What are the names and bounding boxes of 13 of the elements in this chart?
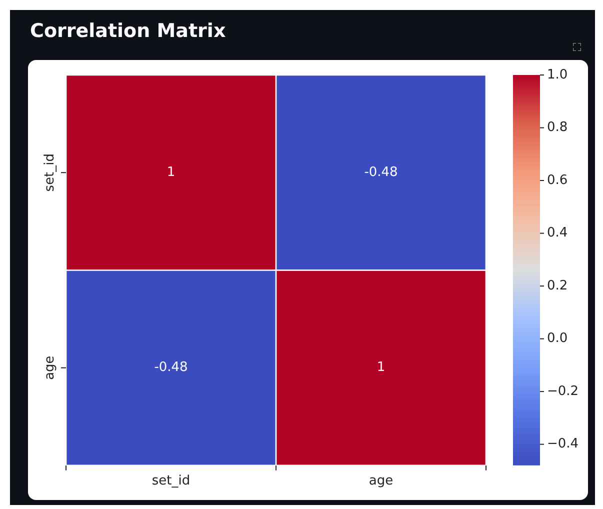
color-bar-label: 0.2 <box>547 278 568 294</box>
color-bar-label: 0.4 <box>547 226 568 241</box>
color-bar-label: −0.4 <box>547 436 579 452</box>
data-label: -0.48 <box>364 164 398 180</box>
color-bar-label: 1.0 <box>547 67 568 82</box>
color-bar-label: 0.6 <box>547 172 568 188</box>
data-label: 1 <box>376 360 386 376</box>
color-bar-label: −0.2 <box>547 384 579 399</box>
data-label: -0.48 <box>154 360 188 376</box>
data-label: 1 <box>166 164 176 180</box>
chart-title: Correlation Matrix <box>30 20 226 42</box>
color-bar-label: 0.0 <box>547 331 568 346</box>
color-bar-label: 0.8 <box>547 120 568 136</box>
